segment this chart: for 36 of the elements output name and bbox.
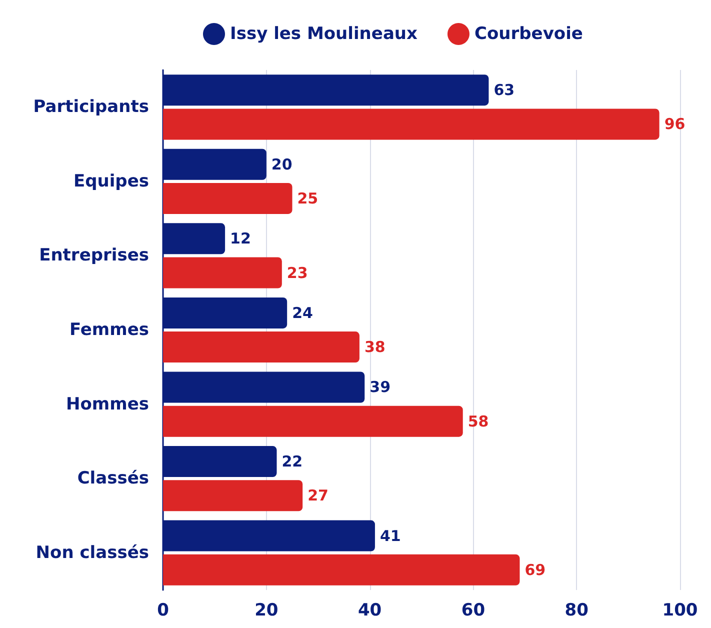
data-label: 69 <box>524 560 546 579</box>
y-tick-label: Non classés <box>36 542 149 563</box>
data-label: 12 <box>230 230 251 248</box>
x-tick-label: 80 <box>564 600 589 620</box>
data-label: 25 <box>297 189 318 208</box>
x-tick-label: 20 <box>254 600 278 620</box>
data-label: 58 <box>468 412 489 430</box>
data-label: 39 <box>370 378 391 396</box>
bar <box>163 257 282 288</box>
data-label: 27 <box>308 486 328 505</box>
data-label: 38 <box>364 338 386 356</box>
data-label: 96 <box>664 115 686 134</box>
bar <box>163 406 463 437</box>
y-tick-label: Hommes <box>66 394 149 414</box>
bar <box>163 554 520 586</box>
y-tick-label: Equipes <box>73 171 149 192</box>
data-label: 63 <box>494 81 515 100</box>
y-tick-label: Classés <box>77 468 149 489</box>
data-label: 41 <box>380 526 401 545</box>
data-label: 20 <box>271 155 292 174</box>
x-tick-label: 100 <box>662 600 698 620</box>
data-label: 23 <box>286 264 308 282</box>
legend-label: Issy les Moulineaux <box>230 24 418 44</box>
bar <box>163 108 660 140</box>
x-tick-label: 60 <box>461 600 486 620</box>
x-tick-label: 0 <box>157 600 170 620</box>
legend-label: Courbevoie <box>474 24 583 44</box>
y-tick-label: Participants <box>33 97 149 118</box>
bar <box>163 480 303 512</box>
y-tick-label: Femmes <box>69 320 149 340</box>
bar <box>163 182 292 214</box>
data-label: 22 <box>282 452 303 471</box>
x-tick-label: 40 <box>358 600 382 620</box>
y-tick-label: Entreprises <box>39 246 149 266</box>
bar <box>163 332 360 363</box>
data-label: 24 <box>292 304 313 322</box>
